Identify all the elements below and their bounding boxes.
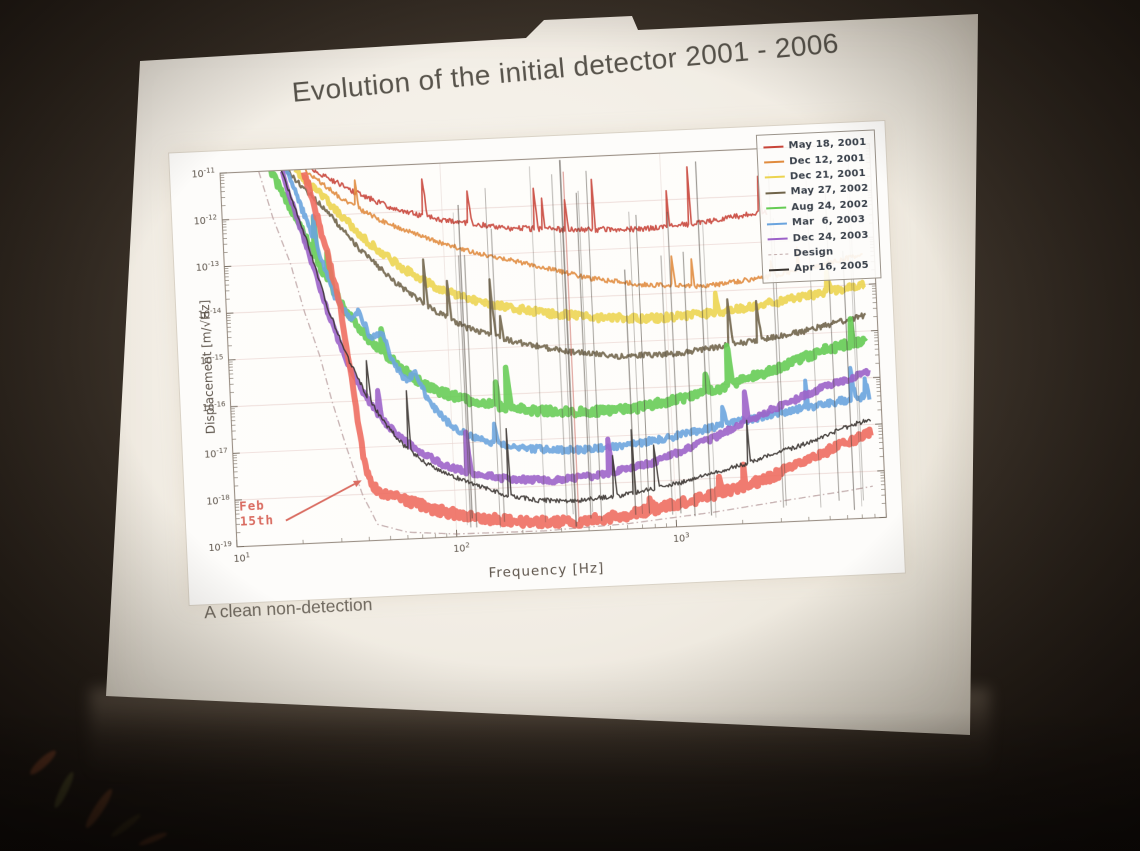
legend-line-sample xyxy=(767,222,788,226)
legend-line-sample xyxy=(763,145,784,149)
legend-line-sample xyxy=(768,253,789,256)
svg-text:103: 103 xyxy=(673,531,690,545)
legend-label: Aug 24, 2002 xyxy=(791,198,869,214)
bottom-shadow xyxy=(0,711,1140,851)
projection-screen: Evolution of the initial detector 2001 -… xyxy=(106,14,978,735)
legend-line-sample xyxy=(764,176,786,179)
svg-text:10-18: 10-18 xyxy=(206,493,230,507)
chart-canvas: 10-1110-1210-1310-1410-1510-1610-1710-18… xyxy=(191,143,887,565)
legend-label: Dec 21, 2001 xyxy=(789,167,867,183)
legend-line-sample xyxy=(767,237,788,241)
chart-legend: May 18, 2001 Dec 12, 2001 Dec 21, 2001 May … xyxy=(756,129,882,284)
legend-label: May 18, 2001 xyxy=(788,137,867,152)
svg-text:10-12: 10-12 xyxy=(193,213,217,227)
legend-label: Apr 16, 2005 xyxy=(793,260,870,275)
legend-line-sample xyxy=(764,160,785,164)
legend-label: May 27, 2002 xyxy=(790,183,869,198)
svg-text:102: 102 xyxy=(453,541,470,555)
legend-line-sample xyxy=(769,268,790,272)
annotation-feb-15th: Feb 15th xyxy=(238,497,275,529)
legend-item: Apr 16, 2005 xyxy=(769,258,872,278)
svg-text:10-19: 10-19 xyxy=(208,540,232,554)
legend-label: Dec 24, 2003 xyxy=(792,229,869,244)
svg-text:10-11: 10-11 xyxy=(191,166,215,180)
legend-label: Dec 12, 2001 xyxy=(789,152,866,167)
svg-text:101: 101 xyxy=(233,551,250,565)
sensitivity-figure: 10-11 10-12 10-13 10-14 10-15 10-16 10-17 10-18… xyxy=(168,119,906,607)
legend-label: Mar 6, 2003 xyxy=(791,214,866,229)
legend-label: Design xyxy=(793,246,834,260)
legend-line-sample xyxy=(766,206,787,210)
legend-line-sample xyxy=(765,191,786,195)
